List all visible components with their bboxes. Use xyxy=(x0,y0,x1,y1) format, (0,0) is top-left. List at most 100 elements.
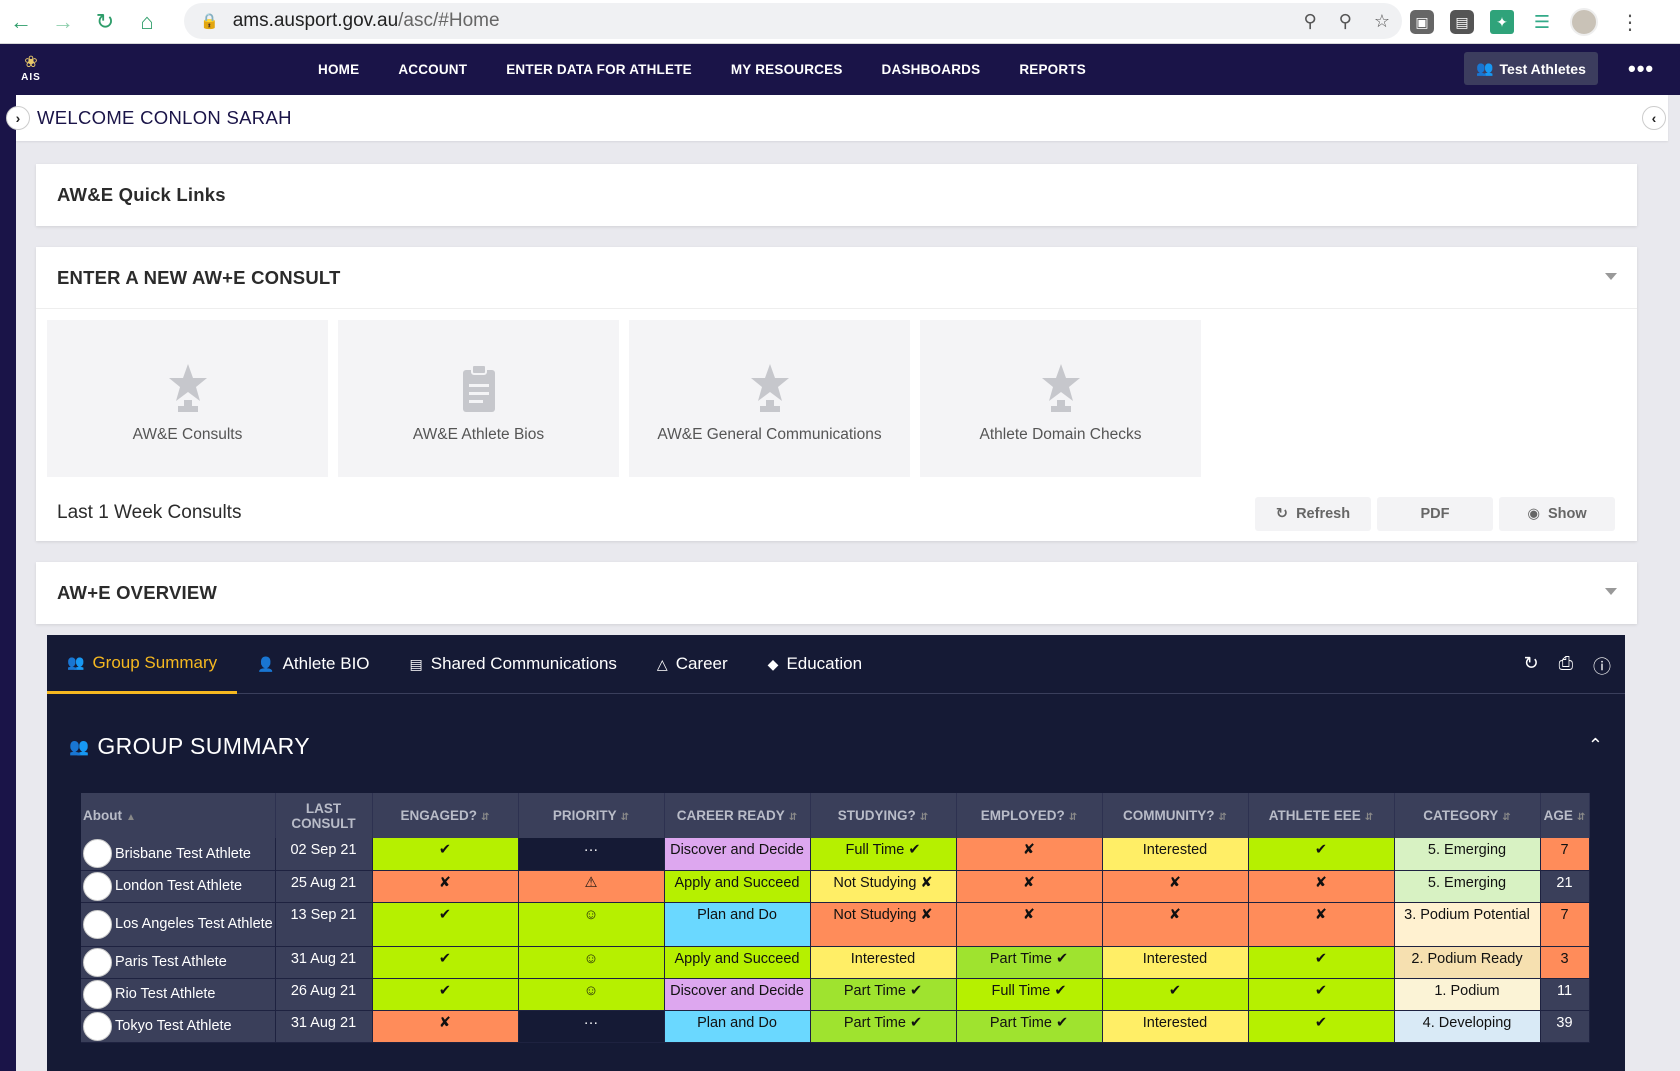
refresh-button[interactable]: ↻ Refresh xyxy=(1255,497,1371,531)
athlete-cell[interactable]: Rio Test Athlete xyxy=(81,978,276,1011)
athlete-name: Paris Test Athlete xyxy=(115,954,227,970)
tab-group-summary[interactable]: 👥 Group Summary xyxy=(47,635,238,694)
tab-athlete-bio[interactable]: 👤 Athlete BIO xyxy=(237,635,389,694)
athlete-cell[interactable]: Brisbane Test Athlete xyxy=(81,838,276,871)
overview-tabs: 👥 Group Summary 👤 Athlete BIO ▤ Shared C… xyxy=(47,635,1625,694)
profile-avatar[interactable] xyxy=(1570,8,1598,36)
puzzle-icon[interactable]: ✦ xyxy=(1490,10,1514,34)
eee-cell: ✘ xyxy=(1248,902,1395,947)
collapse-panel-chevron-left-icon[interactable]: ‹ xyxy=(1642,106,1666,130)
col-employed[interactable]: EMPLOYED? ⇵ xyxy=(956,793,1103,838)
engaged-cell: ✔ xyxy=(372,838,519,871)
col-career-ready[interactable]: CAREER READY ⇵ xyxy=(664,793,811,838)
col-priority[interactable]: PRIORITY ⇵ xyxy=(518,793,665,838)
tile-label: AW&E Consults xyxy=(132,425,243,443)
athlete-cell[interactable]: Paris Test Athlete xyxy=(81,946,276,979)
quick-links-title[interactable]: AW&E Quick Links xyxy=(57,184,226,205)
col-athlete-eee[interactable]: ATHLETE EEE ⇵ xyxy=(1248,793,1395,838)
table-row[interactable]: Los Angeles Test Athlete 13 Sep 21 ✔ ☺ P… xyxy=(81,902,1590,947)
address-bar[interactable]: 🔒 ams.ausport.gov.au/asc/#Home ⚲ ⚲ ☆ xyxy=(184,3,1402,39)
info-icon[interactable]: ⓘ xyxy=(1593,657,1611,677)
tile-domain-checks[interactable]: Athlete Domain Checks xyxy=(920,320,1201,477)
back-arrow-icon[interactable]: ← xyxy=(10,8,32,34)
nav-reports[interactable]: REPORTS xyxy=(1019,62,1086,77)
chevron-up-icon[interactable]: ⌃ xyxy=(1587,735,1603,755)
expand-sidebar-chevron-right-icon[interactable]: › xyxy=(6,106,30,130)
group-selector-button[interactable]: 👥 Test Athletes xyxy=(1464,52,1598,85)
reload-icon[interactable]: ↻ xyxy=(1523,653,1539,673)
col-category[interactable]: CATEGORY ⇵ xyxy=(1394,793,1541,838)
category-cell: 5. Emerging xyxy=(1394,838,1541,871)
nav-account[interactable]: ACCOUNT xyxy=(398,62,468,77)
athlete-name: Los Angeles Test Athlete xyxy=(115,916,273,932)
athlete-cell[interactable]: Los Angeles Test Athlete xyxy=(81,902,276,947)
col-label: COMMUNITY? xyxy=(1123,808,1215,823)
table-row[interactable]: London Test Athlete 25 Aug 21 ✘ ⚠ Apply … xyxy=(81,870,1590,903)
print-icon[interactable]: ⎙ xyxy=(1558,653,1573,673)
browser-menu-icon[interactable]: ⋮ xyxy=(1620,11,1640,34)
col-about[interactable]: About ▲ xyxy=(81,793,276,838)
col-studying[interactable]: STUDYING? ⇵ xyxy=(810,793,957,838)
group-selector-label: Test Athletes xyxy=(1499,60,1586,77)
athlete-avatar xyxy=(83,839,112,869)
last-consult-cell: 26 Aug 21 xyxy=(275,978,373,1011)
caret-down-icon[interactable] xyxy=(1605,588,1617,595)
caret-down-icon[interactable] xyxy=(1605,273,1617,280)
tile-general-communications[interactable]: AW&E General Communications xyxy=(629,320,910,477)
sort-icon: ⇵ xyxy=(1502,812,1511,823)
nav-dashboards[interactable]: DASHBOARDS xyxy=(881,62,981,77)
col-label: STUDYING? xyxy=(837,808,916,823)
consult-title: ENTER A NEW AW+E CONSULT xyxy=(57,266,341,288)
col-engaged[interactable]: ENGAGED? ⇵ xyxy=(372,793,519,838)
community-cell: ✘ xyxy=(1102,902,1249,947)
person-icon: 👤 xyxy=(257,655,275,672)
tab-shared-communications[interactable]: ▤ Shared Communications xyxy=(390,635,637,694)
tile-label: AW&E General Communications xyxy=(657,425,882,443)
table-row[interactable]: Paris Test Athlete 31 Aug 21 ✔ ☺ Apply a… xyxy=(81,946,1590,979)
table-row[interactable]: Rio Test Athlete 26 Aug 21 ✔ ☺ Discover … xyxy=(81,978,1590,1011)
tab-career[interactable]: △ Career xyxy=(637,635,748,694)
priority-cell: ··· xyxy=(518,1010,665,1043)
priority-cell: ··· xyxy=(518,838,665,871)
overview-panel: 👥 Group Summary 👤 Athlete BIO ▤ Shared C… xyxy=(47,635,1625,1071)
table-row[interactable]: Tokyo Test Athlete 31 Aug 21 ✘ ··· Plan … xyxy=(81,1010,1590,1043)
tab-label: Group Summary xyxy=(92,652,218,672)
more-menu-icon[interactable]: ••• xyxy=(1628,56,1655,81)
tile-awe-consults[interactable]: AW&E Consults xyxy=(47,320,328,477)
key-icon[interactable]: ⚲ xyxy=(1303,10,1317,31)
overview-card-header[interactable]: AW+E OVERVIEW xyxy=(36,562,1637,624)
col-last-consult[interactable]: LAST CONSULT xyxy=(275,793,373,838)
reload-icon[interactable]: ↻ xyxy=(95,8,115,34)
table-row[interactable]: Brisbane Test Athlete 02 Sep 21 ✔ ··· Di… xyxy=(81,838,1590,871)
home-icon[interactable]: ⌂ xyxy=(140,8,154,34)
nav-home[interactable]: HOME xyxy=(318,62,360,77)
category-cell: 4. Developing xyxy=(1394,1010,1541,1043)
col-community[interactable]: COMMUNITY? ⇵ xyxy=(1102,793,1249,838)
tab-label: Education xyxy=(786,654,863,673)
bookmark-star-icon[interactable]: ☆ xyxy=(1373,10,1390,31)
pdf-button[interactable]: PDF xyxy=(1377,497,1493,531)
tab-education[interactable]: ◆ Education xyxy=(748,635,882,694)
tile-athlete-bios[interactable]: AW&E Athlete Bios xyxy=(338,320,619,477)
last-consult-cell: 02 Sep 21 xyxy=(275,838,373,871)
engaged-cell: ✘ xyxy=(372,1010,519,1043)
consult-header[interactable]: ENTER A NEW AW+E CONSULT xyxy=(36,247,1637,309)
playlist-icon[interactable]: ☰ xyxy=(1533,11,1551,32)
employed-cell: Full Time ✔ xyxy=(956,978,1103,1011)
extension-icon[interactable]: ▤ xyxy=(1450,10,1474,34)
forward-arrow-icon[interactable]: → xyxy=(52,8,74,34)
extension-icon[interactable]: ▣ xyxy=(1410,10,1434,34)
nav-my-resources[interactable]: MY RESOURCES xyxy=(730,62,843,77)
athlete-cell[interactable]: London Test Athlete xyxy=(81,870,276,903)
zoom-icon[interactable]: ⚲ xyxy=(1338,10,1352,31)
athlete-cell[interactable]: Tokyo Test Athlete xyxy=(81,1010,276,1043)
community-cell: Interested xyxy=(1102,838,1249,871)
consult-tiles: AW&E Consults AW&E Athlete Bios AW&E Gen… xyxy=(47,320,1201,477)
ais-logo[interactable]: ❀ AIS xyxy=(18,54,44,86)
col-age[interactable]: AGE ⇵ xyxy=(1540,793,1590,838)
nav-enter-data[interactable]: ENTER DATA FOR ATHLETE xyxy=(506,62,692,77)
col-label: CAREER READY xyxy=(676,808,785,823)
col-consult-label: CONSULT xyxy=(291,815,356,831)
show-button[interactable]: ◉ Show xyxy=(1499,497,1615,531)
url-host: ams.ausport.gov.au xyxy=(232,10,399,31)
